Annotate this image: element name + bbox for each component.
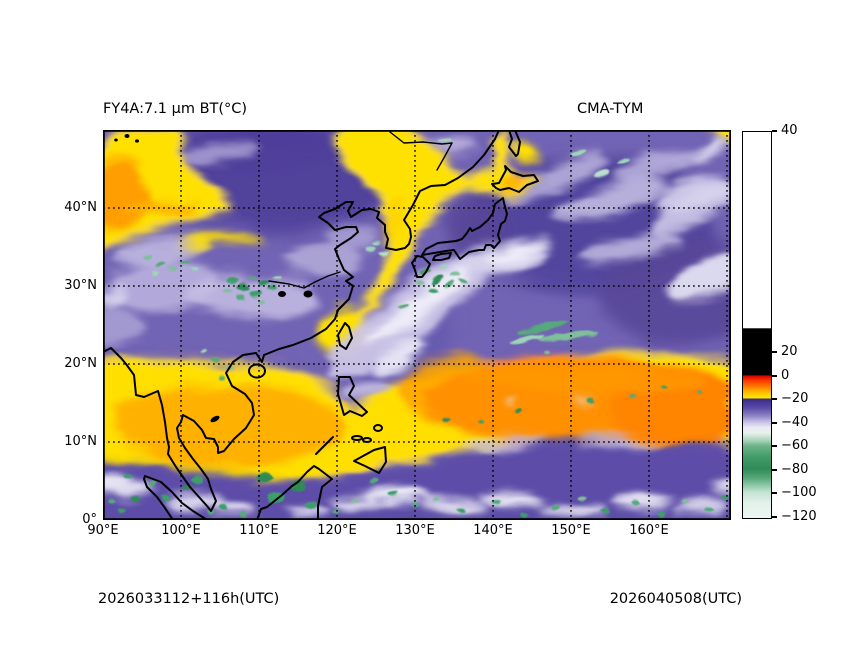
- lat-tick-10n: 10°N: [64, 434, 97, 449]
- init-time-utc: 2026033112+116h(UTC): [98, 591, 280, 607]
- yangtze-river: [268, 271, 341, 289]
- colorbar-tick-mark: [772, 445, 777, 447]
- lon-tick-160e: 160°E: [629, 523, 669, 538]
- lon-tick-150e: 150°E: [551, 523, 591, 538]
- mainland-coast: [103, 130, 500, 512]
- colorbar-label-40: 40: [781, 123, 798, 138]
- honshu-coast: [421, 197, 508, 260]
- borneo-coast: [256, 465, 333, 520]
- sumatra-coast: [143, 475, 208, 520]
- cebu-coast: [362, 437, 372, 443]
- valid-time-block: 2026040508(UTC) 2026040516(CST): [442, 544, 742, 645]
- colorbar-label-20: 20: [781, 344, 798, 359]
- lon-tick-100e: 100°E: [161, 523, 201, 538]
- warm-bt-features: [103, 130, 731, 494]
- model-title: CMA-TYM: [577, 101, 644, 117]
- colorbar-tick-mark: [772, 516, 777, 518]
- poyang-lake: [303, 290, 313, 298]
- negros-coast: [351, 435, 363, 441]
- colorbar-label-neg100: −100: [781, 485, 817, 500]
- dongting-lake: [278, 291, 286, 297]
- lon-tick-120e: 120°E: [317, 523, 357, 538]
- lon-tick-130e: 130°E: [395, 523, 435, 538]
- plot-title: FY4A:7.1 μm BT(°C): [103, 101, 248, 117]
- mindanao-coast: [353, 446, 387, 474]
- bt-map-canvas: [103, 130, 731, 520]
- sakhalin-coast: [508, 130, 521, 157]
- valid-time-utc: 2026040508(UTC): [609, 591, 742, 607]
- bt-map: [103, 130, 731, 520]
- colorbar-label-neg40: −40: [781, 415, 809, 430]
- colorbar-tick-mark: [772, 351, 777, 353]
- amur-river: [389, 131, 453, 171]
- lon-tick-140e: 140°E: [473, 523, 513, 538]
- colorbar-label-neg80: −80: [781, 462, 809, 477]
- colorbar-tick-mark: [772, 130, 777, 132]
- colorbar-label-neg60: −60: [781, 438, 809, 453]
- colorbar-label-neg120: −120: [781, 509, 817, 524]
- colorbar-label-0: 0: [781, 368, 790, 383]
- map-frame: [103, 130, 731, 520]
- kyushu-coast: [411, 255, 431, 278]
- coastlines: [103, 130, 539, 520]
- taiwan-coast: [337, 322, 353, 350]
- shikoku-coast: [432, 252, 452, 261]
- lake-dot-3: [114, 138, 118, 142]
- lon-tick-90e: 90°E: [87, 523, 119, 538]
- equatorial-strip: [103, 441, 731, 520]
- colorbar-tick-mark: [772, 398, 777, 400]
- luzon-coast: [337, 376, 368, 417]
- hokkaido-coast: [491, 165, 539, 193]
- lat-tick-0: 0°: [82, 512, 97, 527]
- init-time-block: 2026033112+116h(UTC) 2026033120+116h(CST…: [98, 544, 279, 645]
- colorbar: [742, 131, 772, 519]
- colorbar-tick-mark: [772, 469, 777, 471]
- hainan-coast: [248, 363, 266, 379]
- graticule-grid: [103, 130, 731, 520]
- colorbar-tick-mark: [772, 422, 777, 424]
- lake-dot-2: [135, 139, 139, 143]
- lakes: [114, 134, 313, 423]
- lat-tick-20n: 20°N: [64, 356, 97, 371]
- lake-dot-1: [124, 134, 130, 138]
- colorbar-label-neg20: −20: [781, 391, 809, 406]
- samar-coast: [373, 424, 383, 432]
- lat-tick-30n: 30°N: [64, 278, 97, 293]
- frontal-cloud-bands: [103, 241, 731, 518]
- colorbar-tick-mark: [772, 375, 777, 377]
- colorbar-tick-mark: [772, 492, 777, 494]
- palawan-coast: [315, 436, 334, 455]
- lon-tick-110e: 110°E: [239, 523, 279, 538]
- lat-tick-40n: 40°N: [64, 200, 97, 215]
- tonlesap-lake: [210, 415, 220, 423]
